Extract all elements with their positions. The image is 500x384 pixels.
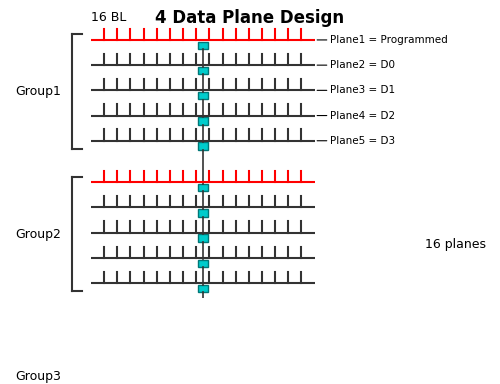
FancyBboxPatch shape	[198, 377, 207, 384]
FancyBboxPatch shape	[198, 117, 207, 124]
Text: Plane5 = D3: Plane5 = D3	[317, 136, 394, 146]
Text: Plane1 = Programmed: Plane1 = Programmed	[317, 35, 448, 45]
Text: Plane3 = D1: Plane3 = D1	[317, 85, 394, 95]
FancyBboxPatch shape	[198, 209, 207, 217]
FancyBboxPatch shape	[198, 41, 207, 49]
FancyBboxPatch shape	[198, 260, 207, 267]
FancyBboxPatch shape	[198, 184, 207, 191]
Text: Group2: Group2	[15, 227, 61, 240]
FancyBboxPatch shape	[198, 67, 207, 74]
FancyBboxPatch shape	[198, 326, 207, 334]
Text: Plane4 = D2: Plane4 = D2	[317, 111, 394, 121]
Text: Plane2 = D0: Plane2 = D0	[317, 60, 394, 70]
Text: Group3: Group3	[15, 370, 61, 383]
Text: Group1: Group1	[15, 85, 61, 98]
Text: 16 planes: 16 planes	[425, 238, 486, 251]
Text: Page buffer: Page buffer	[0, 383, 1, 384]
Text: 16 BL: 16 BL	[91, 11, 126, 24]
FancyBboxPatch shape	[198, 285, 207, 292]
Text: 4 Data Plane Design: 4 Data Plane Design	[156, 9, 344, 27]
FancyBboxPatch shape	[198, 142, 207, 150]
FancyBboxPatch shape	[198, 92, 207, 99]
FancyBboxPatch shape	[198, 234, 207, 242]
FancyBboxPatch shape	[198, 351, 207, 359]
